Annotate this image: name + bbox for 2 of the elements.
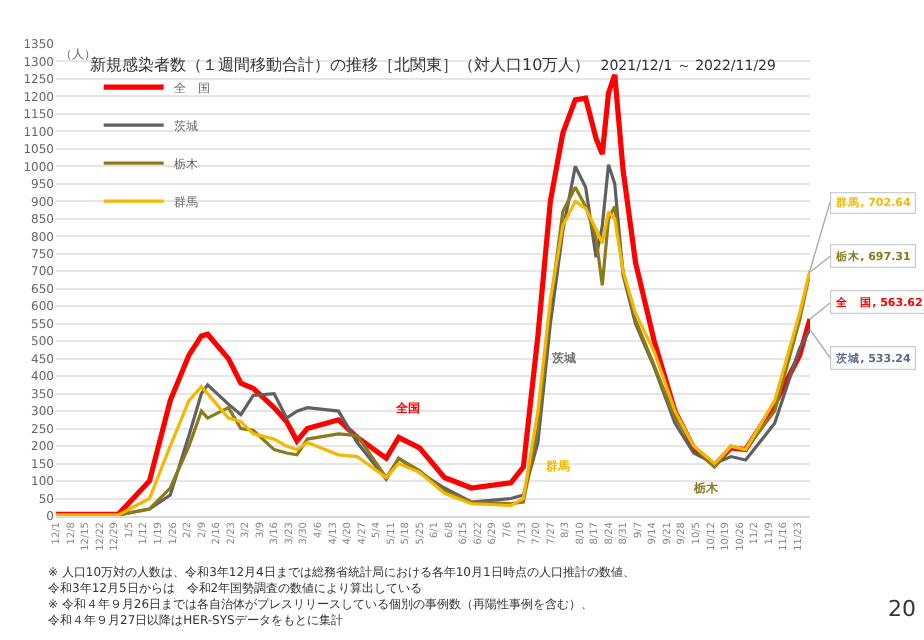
text: 20 (888, 596, 916, 622)
text: 新規感染者数（１週間移動合計）の推移［北関東］（対人口10万人） (90, 56, 591, 74)
